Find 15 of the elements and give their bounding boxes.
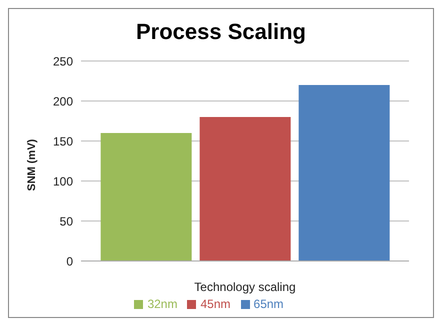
y-tick-label: 100 <box>52 174 74 188</box>
legend-label: 32nm <box>147 297 178 311</box>
y-tick-label: 0 <box>66 254 74 268</box>
bar <box>100 133 192 261</box>
y-axis-title: SNM (mV) <box>26 138 38 191</box>
bar <box>200 117 291 261</box>
x-axis-title: Technology scaling <box>194 280 296 294</box>
y-tick-label: 200 <box>52 94 74 108</box>
legend-label: 65nm <box>254 297 284 311</box>
y-tick-label: 150 <box>52 134 74 148</box>
y-tick-label: 250 <box>52 54 74 68</box>
chart-title: Process Scaling <box>135 19 307 46</box>
bar <box>298 85 390 261</box>
legend-label: 45nm <box>200 297 231 311</box>
y-tick-label: 50 <box>60 214 74 228</box>
